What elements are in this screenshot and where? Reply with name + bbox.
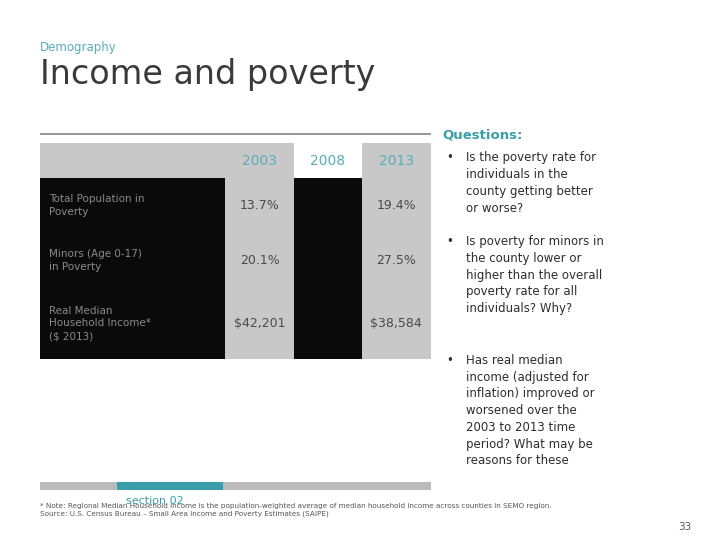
Text: 2013: 2013 [379,154,414,167]
Text: Has real median
income (adjusted for
inflation) improved or
worsened over the
20: Has real median income (adjusted for inf… [466,354,595,468]
Text: $42,201: $42,201 [234,317,285,330]
Text: Total Population in
Poverty: Total Population in Poverty [49,194,145,217]
Text: section 02: section 02 [126,496,184,506]
Text: 20.1%: 20.1% [240,254,279,267]
Text: Source: U.S. Census Bureau – Small Area Income and Poverty Estimates (SAIPE): Source: U.S. Census Bureau – Small Area … [40,510,329,517]
Text: 2003: 2003 [242,154,277,167]
Text: 27.5%: 27.5% [377,254,416,267]
Text: 19.4%: 19.4% [377,199,416,212]
Text: •: • [446,235,454,248]
Text: Demography: Demography [40,40,117,53]
Text: Real Median
Household Income*
($ 2013): Real Median Household Income* ($ 2013) [49,306,150,341]
Text: 33: 33 [678,522,691,532]
Text: •: • [446,354,454,367]
Text: •: • [446,151,454,164]
Text: Questions:: Questions: [443,129,523,141]
Text: Income and poverty: Income and poverty [40,58,376,91]
Text: $38,584: $38,584 [371,317,422,330]
Text: Is poverty for minors in
the county lower or
higher than the overall
poverty rat: Is poverty for minors in the county lowe… [466,235,603,315]
Text: Is the poverty rate for
individuals in the
county getting better
or worse?: Is the poverty rate for individuals in t… [466,151,596,214]
Text: * Note: Regional Median Household income is the population-weighted average of m: * Note: Regional Median Household income… [40,503,552,509]
Text: 2008: 2008 [310,154,346,167]
Text: Minors (Age 0-17)
in Poverty: Minors (Age 0-17) in Poverty [49,249,142,272]
Text: 13.7%: 13.7% [240,199,279,212]
